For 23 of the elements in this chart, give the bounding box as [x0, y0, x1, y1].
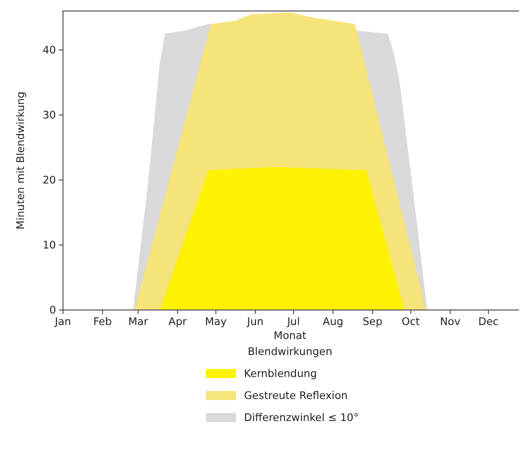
legend-label: Differenzwinkel ≤ 10°: [244, 412, 359, 424]
y-axis-title: Minuten mit Blendwirkung: [15, 92, 27, 230]
y-tick-label: 20: [42, 174, 56, 187]
x-tick-label: Jun: [246, 316, 264, 328]
y-tick-label: 30: [42, 110, 56, 122]
x-tick-label: May: [204, 316, 227, 328]
y-tick-label: 40: [42, 44, 56, 57]
legend-label: Gestreute Reflexion: [244, 390, 348, 402]
x-tick-label: Jan: [54, 316, 72, 328]
x-tick-label: Feb: [93, 316, 112, 328]
x-axis-title: Monat: [274, 330, 306, 342]
y-tick-label: 10: [42, 240, 56, 252]
x-tick-label: Nov: [440, 316, 460, 328]
legend-label: Kernblendung: [244, 368, 317, 380]
x-tick-label: Apr: [168, 316, 188, 328]
x-tick-label: Oct: [402, 316, 420, 328]
x-tick-label: Aug: [322, 316, 344, 328]
legend-title: Blendwirkungen: [248, 346, 332, 358]
x-tick-label: Jul: [286, 316, 300, 328]
y-tick-label: 0: [49, 304, 56, 317]
x-tick-label: Mar: [128, 316, 149, 328]
x-tick-label: Sep: [362, 316, 383, 328]
x-tick-label: Dec: [478, 316, 499, 328]
